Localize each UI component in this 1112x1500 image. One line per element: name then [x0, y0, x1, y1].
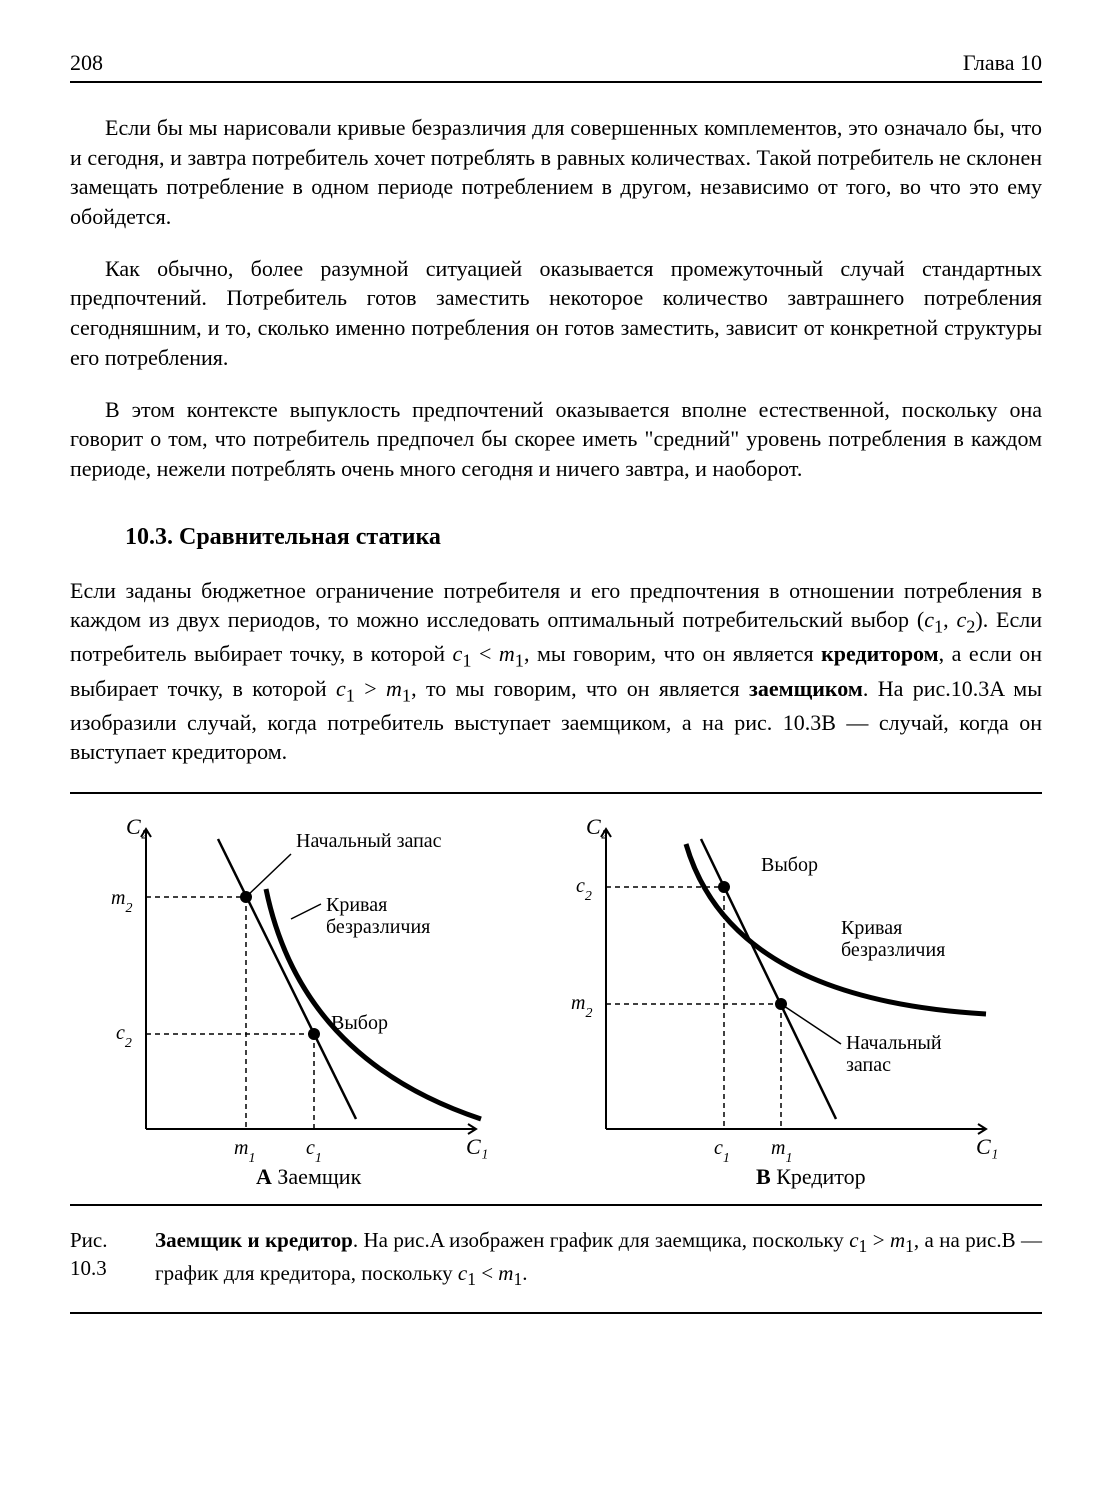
body-paragraph: В этом контексте выпуклость предпочтений…: [70, 395, 1042, 484]
section-body: Если заданы бюджетное ограничение потреб…: [70, 576, 1042, 767]
label-text: Выбор: [331, 1012, 388, 1034]
tick-label: m1: [771, 1137, 792, 1166]
label-text: Кривая: [326, 894, 387, 916]
figure-panel-b: C₂ C₁ Выбор Кривая безразличия Начальный…: [556, 809, 1016, 1189]
section-number: 10.3.: [125, 524, 173, 550]
axis-label: C₂: [586, 814, 609, 839]
indifference-curve: [686, 844, 986, 1014]
label-text: Начальный запас: [296, 830, 442, 852]
tick-label: m2: [571, 992, 592, 1021]
tick-label: c1: [714, 1137, 730, 1166]
figure-block: C₂ C₁ Начальный запас Кривая безразличия…: [70, 792, 1042, 1206]
figure-caption-text: Заемщик и кредитор. На рис.A изображен г…: [155, 1226, 1042, 1292]
axis-label: C₁: [466, 1134, 488, 1159]
axis-label: C₂: [126, 814, 149, 839]
figure-caption: Рис. 10.3 Заемщик и кредитор. На рис.A и…: [70, 1221, 1042, 1292]
chapter-label: Глава 10: [963, 50, 1042, 76]
choice-point: [308, 1028, 320, 1040]
page-header: 208 Глава 10: [70, 50, 1042, 83]
label-text: запас: [846, 1054, 891, 1076]
label-text: Выбор: [761, 854, 818, 876]
figure-panels: C₂ C₁ Начальный запас Кривая безразличия…: [70, 809, 1042, 1189]
label-text: Кривая: [841, 917, 902, 939]
panel-label: B Кредитор: [756, 1164, 866, 1189]
body-paragraph: Если бы мы нарисовали кривые безразличия…: [70, 113, 1042, 232]
label-text: безразличия: [326, 916, 430, 938]
horizontal-rule: [70, 1312, 1042, 1314]
section-title-text: Сравнительная статика: [179, 524, 441, 550]
body-paragraph: Как обычно, более разумной ситуацией ока…: [70, 254, 1042, 373]
choice-point: [718, 881, 730, 893]
label-text: Начальный: [846, 1032, 942, 1054]
axis-label: C₁: [976, 1134, 998, 1159]
section-heading: 10.3. Сравнительная статика: [70, 524, 1042, 551]
tick-label: c1: [306, 1137, 322, 1166]
pointer-line: [291, 904, 321, 919]
tick-label: c2: [116, 1022, 132, 1051]
tick-label: c2: [576, 875, 592, 904]
figure-panel-a: C₂ C₁ Начальный запас Кривая безразличия…: [96, 809, 526, 1189]
figure-number: Рис. 10.3: [70, 1226, 155, 1292]
budget-line: [218, 839, 356, 1119]
tick-label: m1: [234, 1137, 255, 1166]
panel-label: A Заемщик: [256, 1164, 362, 1189]
page-number: 208: [70, 50, 103, 76]
tick-label: m2: [111, 887, 132, 916]
label-text: безразличия: [841, 939, 945, 961]
